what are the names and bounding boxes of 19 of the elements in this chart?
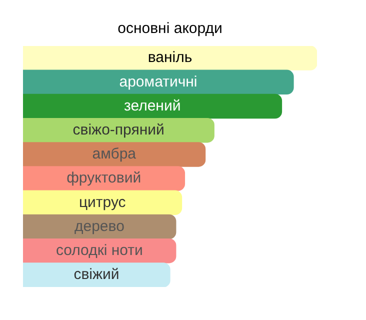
y-tick-label: фруктовий [66,170,142,187]
bar [23,166,186,191]
bar [23,262,170,287]
y-tick-label: цитрус [78,194,126,211]
bar [23,190,182,216]
y-tick-label: свіжо-пряний [72,121,164,138]
bar [23,94,282,119]
bar [23,70,294,95]
bar [23,142,206,167]
y-tick-label: ароматичні [119,73,198,90]
y-tick-label: зелений [124,97,181,114]
chart-title: основні акорди [118,20,222,38]
y-tick-label: свіжий [74,266,120,284]
y-tick-label: дерево [74,218,124,235]
y-tick-label: ваніль [148,49,192,66]
bar [23,46,317,70]
bar [23,214,176,240]
y-tick-label: солодкі ноти [56,242,143,259]
y-tick-label: амбра [92,146,137,163]
